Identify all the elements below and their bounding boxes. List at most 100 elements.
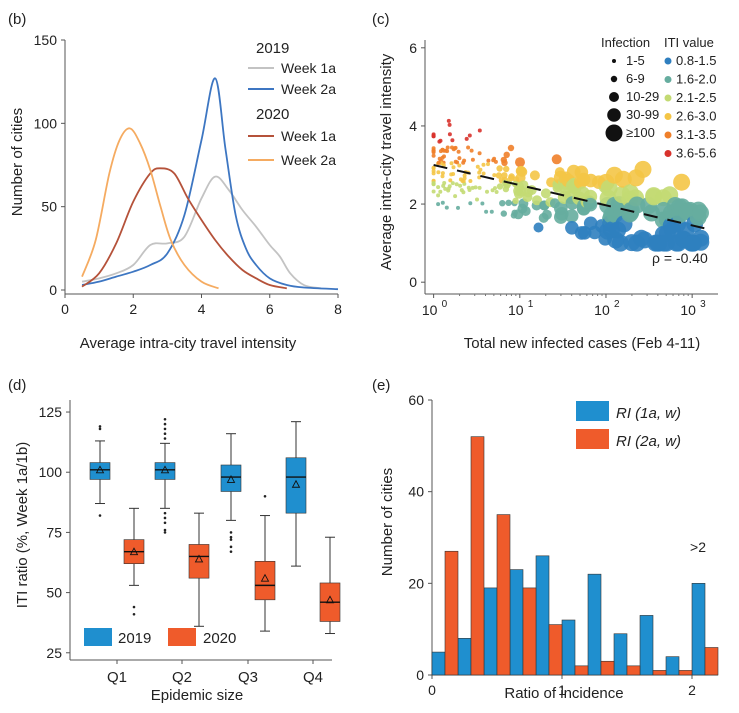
- histogram-bar: [535, 555, 550, 676]
- panel-label-e: (e): [372, 377, 390, 394]
- panel-b-legend: 2019 Week 1a Week 2a 2020 Week 1a Week 2…: [248, 40, 336, 168]
- scatter-point: [532, 195, 542, 206]
- scatter-point: [475, 164, 480, 169]
- scatter-point: [431, 153, 436, 158]
- panel-b-xtick-label: 8: [334, 301, 342, 317]
- box-mean-marker: [291, 479, 301, 488]
- panel-b-xtick-label: 0: [61, 301, 69, 317]
- box-outlier: [163, 516, 167, 520]
- legend-label-2020: 2020: [203, 630, 236, 647]
- panel-e-xlabel: Ratio of incidence: [504, 685, 623, 702]
- legend-infection-dot: [612, 59, 616, 63]
- panel-c-points: [431, 118, 710, 252]
- box-outlier: [229, 535, 233, 539]
- histogram-bar: [509, 569, 524, 676]
- scatter-point: [481, 162, 486, 167]
- histogram-bar: [678, 670, 693, 676]
- box-outlier: [163, 422, 167, 426]
- panel-d-xlabel: Epidemic size: [151, 687, 244, 704]
- histogram-bar: [639, 615, 654, 676]
- legend-infection-dot: [609, 92, 619, 102]
- scatter-point: [431, 189, 436, 194]
- box-mean-marker: [160, 465, 170, 474]
- scatter-point: [436, 193, 441, 198]
- scatter-point: [517, 166, 528, 177]
- box-outlier: [163, 531, 167, 534]
- scatter-point: [505, 199, 512, 206]
- histogram-bar: [652, 670, 667, 676]
- legend-label-2019: 2019: [118, 630, 151, 647]
- panel-b-ytick-label: 50: [41, 199, 57, 215]
- legend-iti-label: 1.6-2.0: [676, 72, 716, 87]
- scatter-point: [462, 173, 467, 178]
- scatter-point: [540, 188, 551, 199]
- histogram-bar: [483, 587, 498, 676]
- legend-iti-dot: [664, 94, 672, 102]
- legend-swatch-2020: [168, 628, 196, 646]
- scatter-point: [502, 185, 510, 193]
- scatter-point: [436, 185, 441, 190]
- scatter-point: [456, 205, 460, 210]
- box-outlier: [163, 432, 167, 436]
- panel-c-xtick-label: 10: [594, 302, 610, 318]
- histogram-bar: [548, 624, 563, 676]
- panel-e-ytick-label: 0: [416, 667, 424, 683]
- scatter-point: [468, 201, 473, 206]
- scatter-point: [443, 148, 448, 153]
- scatter-point: [477, 185, 482, 190]
- scatter-point: [440, 200, 445, 205]
- scatter-point: [451, 165, 456, 170]
- scatter-point: [673, 173, 691, 191]
- panel-e-bar-chart: 0 20 40 60 0 1 2 RI (1a, w) RI (2a, w) >2 Rati…: [379, 392, 719, 702]
- scatter-point: [500, 210, 507, 217]
- scatter-point: [507, 174, 515, 182]
- scatter-point: [436, 160, 441, 165]
- series-line-2019-week-2a: [81, 77, 339, 291]
- scatter-point: [455, 160, 460, 165]
- scatter-point: [431, 150, 436, 155]
- scatter-point: [437, 156, 442, 161]
- histogram-bar: [626, 665, 641, 676]
- box-mean-marker: [226, 474, 236, 483]
- panel-d-xtick-label: Q1: [107, 669, 127, 686]
- panel-b-series-lines: [81, 77, 339, 291]
- panel-label-b: (b): [8, 11, 26, 28]
- panel-d-box-chart: 25 50 75 100 125 Q1 Q2 Q3 Q4 2019 2020 Epidemic …: [14, 400, 341, 704]
- box-body: [254, 560, 276, 601]
- scatter-point: [443, 186, 448, 191]
- histogram-bar: [522, 587, 537, 676]
- scatter-point: [692, 204, 709, 222]
- panel-c-ytick-label: 0: [409, 274, 417, 290]
- panel-e-xtick-label: 0: [428, 682, 436, 698]
- panel-c-xtick-exponent: 1: [528, 299, 534, 310]
- histogram-bar: [457, 638, 472, 676]
- panel-c-ylabel: Average intra-city travel intensity: [378, 53, 395, 270]
- histogram-bar: [496, 514, 511, 676]
- box-body: [188, 544, 210, 579]
- legend-iti-label: 2.6-3.0: [676, 109, 716, 124]
- panel-e-xtick-label: 1: [558, 682, 566, 698]
- scatter-point: [447, 184, 452, 189]
- panel-c-xlabel: Total new infected cases (Feb 4-11): [464, 335, 701, 352]
- scatter-point: [451, 172, 456, 176]
- scatter-point: [457, 163, 462, 168]
- scatter-point: [447, 122, 452, 127]
- histogram-bar: [470, 436, 485, 676]
- scatter-point: [484, 209, 489, 214]
- scatter-point: [496, 183, 504, 190]
- legend-iti-label: 2.1-2.5: [676, 90, 716, 105]
- scatter-point: [466, 145, 471, 150]
- box-body: [154, 462, 176, 480]
- legend-infection-label: ≥100: [626, 125, 655, 140]
- scatter-point: [470, 157, 475, 162]
- panel-d-boxes: [89, 417, 341, 635]
- panel-c-xtick-label: 10: [422, 302, 438, 318]
- scatter-point: [468, 179, 473, 183]
- scatter-point: [496, 165, 503, 172]
- legend-iti-dot: [664, 113, 672, 120]
- scatter-point: [501, 159, 508, 166]
- box-outlier: [163, 427, 167, 431]
- box-outlier: [98, 514, 102, 517]
- panel-d-ytick-label: 75: [46, 524, 62, 540]
- series-line-2020-week-2a: [81, 127, 219, 290]
